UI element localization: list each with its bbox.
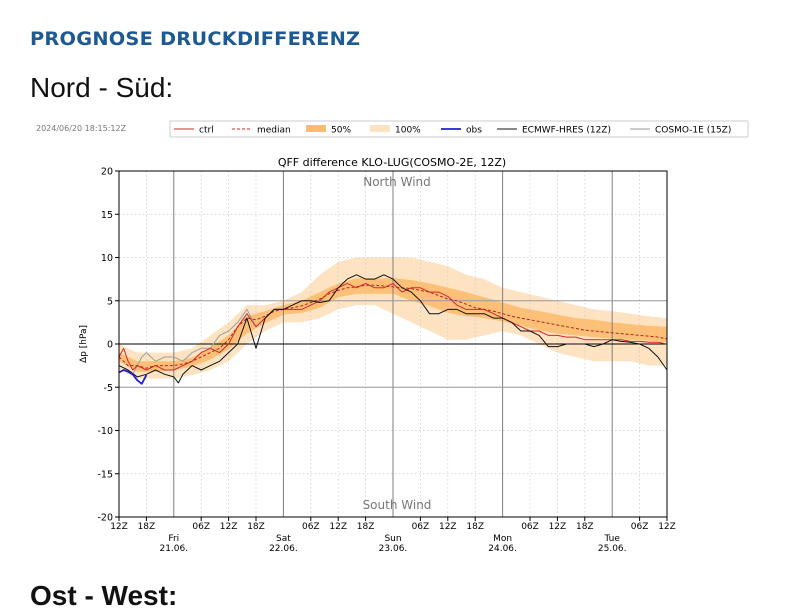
x-tick-label: 06Z xyxy=(631,522,649,532)
series-ecmwf-hres xyxy=(118,274,668,384)
y-tick-label: 15 xyxy=(101,210,113,221)
pressure-difference-chart: 2024/06/20 18:15:12Z ctrl median 50% 100% ob… xyxy=(36,120,749,554)
x-tick-label: 06Z xyxy=(192,522,210,532)
day-label-date: 22.06. xyxy=(269,544,298,554)
page-heading: PROGNOSE DRUCKDIFFERENZ xyxy=(30,28,361,50)
y-tick-label: -15 xyxy=(97,469,113,480)
legend-entry: median xyxy=(232,126,291,136)
day-label-weekday: Sun xyxy=(384,534,401,544)
day-label-date: 23.06. xyxy=(379,544,408,554)
legend-label: COSMO-1E (15Z) xyxy=(655,126,731,136)
day-label-date: 24.06. xyxy=(488,544,517,554)
x-tick-label: 18Z xyxy=(247,522,265,532)
x-tick-label: 12Z xyxy=(110,522,128,532)
legend-label: obs xyxy=(466,126,482,136)
chart-timestamp: 2024/06/20 18:15:12Z xyxy=(36,124,127,133)
y-tick-label: 0 xyxy=(107,340,113,351)
y-tick-label: -5 xyxy=(104,383,113,394)
y-axis-label: Δp [hPa] xyxy=(79,325,89,363)
y-tick-label: 5 xyxy=(107,296,113,307)
x-tick-label: 12Z xyxy=(329,522,347,532)
x-tick-label: 18Z xyxy=(138,522,156,532)
legend-entry: 100% xyxy=(370,125,421,136)
section-title: Nord - Süd: xyxy=(30,72,174,103)
day-label-weekday: Sat xyxy=(276,534,291,544)
day-label-weekday: Tue xyxy=(604,534,621,544)
series-obs xyxy=(118,369,148,385)
annotation-north-wind: North Wind xyxy=(363,175,431,189)
x-tick-label: 18Z xyxy=(357,522,375,532)
legend-label: ECMWF-HRES (12Z) xyxy=(522,126,611,136)
day-label-weekday: Fri xyxy=(168,534,179,544)
y-tick-label: -20 xyxy=(97,513,113,524)
x-tick-label: 12Z xyxy=(439,522,457,532)
day-label-date: 25.06. xyxy=(598,544,627,554)
y-tick-label: 10 xyxy=(101,253,113,264)
legend-entry: 50% xyxy=(306,125,351,136)
x-tick-label: 12Z xyxy=(658,522,676,532)
day-label-weekday: Mon xyxy=(493,534,512,544)
x-tick-label: 18Z xyxy=(466,522,484,532)
legend-entry: ctrl xyxy=(174,126,214,136)
legend-entry: obs xyxy=(441,126,482,136)
x-tick-label: 06Z xyxy=(412,522,430,532)
legend-swatch xyxy=(306,125,326,132)
legend: ctrl median 50% 100% obs ECMWF-HRES (12Z) COSM… xyxy=(169,120,749,138)
day-label-date: 21.06. xyxy=(159,544,188,554)
annotation-south-wind: South Wind xyxy=(363,498,432,512)
chart-title: QFF difference KLO-LUG(COSMO-2E, 12Z) xyxy=(278,156,506,169)
y-tick-label: -10 xyxy=(97,426,113,437)
x-tick-label: 06Z xyxy=(521,522,539,532)
x-tick-label: 06Z xyxy=(302,522,320,532)
legend-entry: ECMWF-HRES (12Z) xyxy=(497,126,611,136)
x-tick-label: 18Z xyxy=(576,522,594,532)
series-ctrl xyxy=(118,282,668,371)
legend-entry: COSMO-1E (15Z) xyxy=(630,126,731,136)
series-median xyxy=(118,284,668,369)
x-tick-label: 12Z xyxy=(549,522,567,532)
x-tick-label: 12Z xyxy=(220,522,238,532)
next-section-title: Ost - West: xyxy=(30,580,178,611)
legend-label: median xyxy=(257,126,291,136)
legend-label: 100% xyxy=(395,126,421,136)
y-tick-label: 20 xyxy=(101,167,113,178)
legend-swatch xyxy=(370,125,390,132)
legend-label: 50% xyxy=(331,126,351,136)
legend-label: ctrl xyxy=(199,126,214,136)
